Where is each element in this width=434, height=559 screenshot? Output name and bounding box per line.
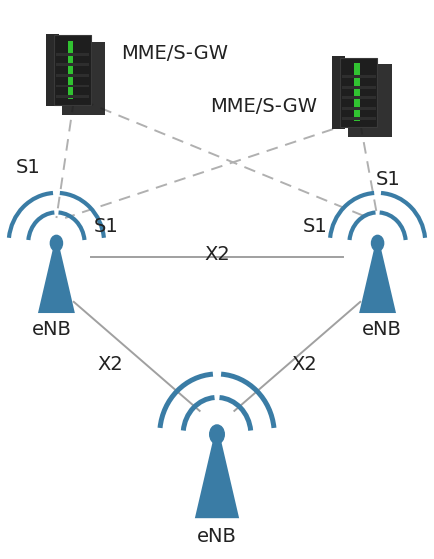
Text: S1: S1 xyxy=(302,217,327,236)
Bar xyxy=(56,95,89,98)
Text: MME/S-GW: MME/S-GW xyxy=(122,44,229,63)
Bar xyxy=(56,64,89,67)
Bar xyxy=(68,41,73,99)
Text: X2: X2 xyxy=(291,355,317,374)
FancyBboxPatch shape xyxy=(348,64,391,137)
Text: S1: S1 xyxy=(376,170,401,190)
Text: X2: X2 xyxy=(204,245,230,264)
Polygon shape xyxy=(38,249,75,313)
FancyBboxPatch shape xyxy=(54,35,91,105)
Text: eNB: eNB xyxy=(197,527,237,546)
Circle shape xyxy=(210,425,224,444)
Text: eNB: eNB xyxy=(32,320,72,339)
Bar xyxy=(342,96,375,99)
Bar xyxy=(56,74,89,77)
Bar xyxy=(56,53,89,56)
Bar xyxy=(56,84,89,87)
Text: S1: S1 xyxy=(94,217,119,236)
FancyBboxPatch shape xyxy=(340,58,377,127)
Bar xyxy=(355,63,360,121)
Text: eNB: eNB xyxy=(362,320,402,339)
Polygon shape xyxy=(195,441,239,518)
Circle shape xyxy=(50,235,62,251)
Bar xyxy=(342,117,375,120)
Bar xyxy=(342,86,375,89)
Bar xyxy=(342,107,375,110)
Text: X2: X2 xyxy=(98,355,124,374)
Text: S1: S1 xyxy=(16,158,41,177)
Circle shape xyxy=(372,235,384,251)
Polygon shape xyxy=(359,249,396,313)
FancyBboxPatch shape xyxy=(46,34,59,106)
Bar xyxy=(342,75,375,78)
Text: MME/S-GW: MME/S-GW xyxy=(210,97,317,116)
FancyBboxPatch shape xyxy=(62,42,105,115)
FancyBboxPatch shape xyxy=(332,56,345,129)
